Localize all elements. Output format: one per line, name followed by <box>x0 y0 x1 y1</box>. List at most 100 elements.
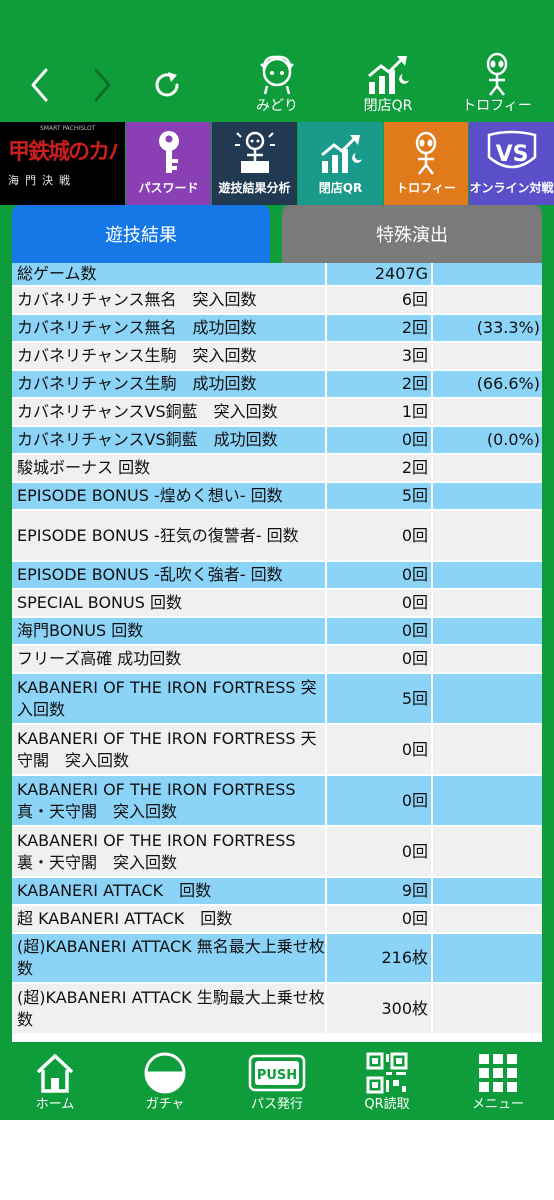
tile-trophy-label: トロフィー <box>396 181 456 195</box>
row-value: 0回 <box>327 427 433 453</box>
row-name: 超 KABANERI ATTACK 回数 <box>12 906 327 932</box>
nav-qr-read[interactable]: QR読取 <box>332 1050 442 1118</box>
tile-online-battle-label: オンライン対戦 <box>469 181 554 195</box>
gacha-ball-icon <box>144 1052 186 1094</box>
row-name: カバネリチャンス無名 突入回数 <box>12 287 327 313</box>
row-name: KABANERI OF THE IRON FORTRESS 突入回数 <box>12 674 327 723</box>
table-row: (超)KABANERI ATTACK 生駒最大上乗せ枚数 300枚 <box>12 984 542 1035</box>
row-extra: (66.6%) <box>433 371 542 397</box>
logo-tagline: SMART PACHISLOT <box>40 125 96 132</box>
tab-play-results[interactable]: 遊技結果 <box>12 205 270 263</box>
row-name: カバネリチャンス生駒 突入回数 <box>12 343 327 369</box>
back-button[interactable] <box>10 60 70 110</box>
table-row: EPISODE BONUS -乱吹く強者- 回数 0回 <box>12 562 542 590</box>
nav-home-label: ホーム <box>35 1097 75 1112</box>
trophy-figure-icon <box>415 131 437 175</box>
row-value: 3回 <box>327 343 433 369</box>
tile-trophy[interactable]: トロフィー <box>384 122 468 205</box>
chevron-right-icon <box>94 68 111 102</box>
table-row: カバネリチャンスVS銅藍 突入回数 1回 <box>12 399 542 427</box>
row-value: 300枚 <box>327 984 433 1033</box>
row-name: 総ゲーム数 <box>12 263 327 285</box>
table-row: フリーズ高確 成功回数 0回 <box>12 646 542 674</box>
table-row: EPISODE BONUS -煌めく想い- 回数 5回 <box>12 483 542 511</box>
menu-grid-icon <box>479 1054 517 1092</box>
nav-home[interactable]: ホーム <box>0 1050 110 1118</box>
row-name: KABANERI ATTACK 回数 <box>12 878 327 904</box>
nav-pass-issue[interactable]: PUSH パス発行 <box>222 1050 332 1118</box>
row-value: 2回 <box>327 315 433 341</box>
logo-title: 甲鉄城のカバネリ <box>8 139 118 165</box>
row-value: 2回 <box>327 371 433 397</box>
svg-text:VS: VS <box>495 142 528 167</box>
row-extra <box>433 263 542 285</box>
row-extra <box>433 906 542 932</box>
row-value: 0回 <box>327 827 433 876</box>
row-extra <box>433 287 542 313</box>
trophy-label: トロフィー <box>462 98 532 114</box>
row-value: 0回 <box>327 590 433 616</box>
tab-bar: 遊技結果 特殊演出 <box>0 205 554 263</box>
table-row: カバネリチャンスVS銅藍 成功回数 0回 (0.0%) <box>12 427 542 455</box>
row-value: 0回 <box>327 646 433 672</box>
row-name: EPISODE BONUS -煌めく想い- 回数 <box>12 483 327 509</box>
nav-qr-read-label: QR読取 <box>364 1097 410 1112</box>
table-row: 総ゲーム数 2407G <box>12 263 542 287</box>
row-extra: (0.0%) <box>433 427 542 453</box>
row-value: 1回 <box>327 399 433 425</box>
table-row: KABANERI OF THE IRON FORTRESS 真・天守閣 突入回数… <box>12 776 542 827</box>
nav-menu[interactable]: メニュー <box>443 1050 553 1118</box>
tab-special-effects[interactable]: 特殊演出 <box>282 205 542 263</box>
row-name: カバネリチャンス無名 成功回数 <box>12 315 327 341</box>
row-extra <box>433 674 542 723</box>
row-extra <box>433 399 542 425</box>
table-row: 海門BONUS 回数 0回 <box>12 618 542 646</box>
row-extra <box>433 590 542 616</box>
results-table[interactable]: 総ゲーム数 2407G カバネリチャンス無名 突入回数 6回 カバネリチャンス無… <box>12 263 542 1042</box>
nav-gacha-label: ガチャ <box>145 1097 185 1112</box>
table-row: KABANERI OF THE IRON FORTRESS 突入回数 5回 <box>12 674 542 725</box>
table-row: カバネリチャンス無名 成功回数 2回 (33.3%) <box>12 315 542 343</box>
row-extra <box>433 776 542 825</box>
row-name: SPECIAL BONUS 回数 <box>12 590 327 616</box>
row-extra: (33.3%) <box>433 315 542 341</box>
row-extra <box>433 618 542 644</box>
row-name: KABANERI OF THE IRON FORTRESS 天守閣 突入回数 <box>12 725 327 774</box>
tile-password[interactable]: パスワード <box>126 122 211 205</box>
table-row: EPISODE BONUS -狂気の復讐者- 回数 0回 <box>12 511 542 562</box>
row-value: 2407G <box>327 263 433 285</box>
character-icon <box>260 55 294 95</box>
row-name: 駿城ボーナス 回数 <box>12 455 327 481</box>
row-value: 9回 <box>327 878 433 904</box>
midori-label: みどり <box>256 98 298 114</box>
machine-logo[interactable]: SMART PACHISLOT 甲鉄城のカバネリ 海門決戦 <box>0 122 125 205</box>
reload-button[interactable] <box>137 60 197 110</box>
table-row: カバネリチャンス生駒 突入回数 3回 <box>12 343 542 371</box>
row-extra <box>433 646 542 672</box>
row-value: 5回 <box>327 483 433 509</box>
forward-button[interactable] <box>72 60 132 110</box>
row-extra <box>433 827 542 876</box>
nav-gacha[interactable]: ガチャ <box>110 1050 220 1118</box>
table-row: カバネリチャンス無名 突入回数 6回 <box>12 287 542 315</box>
table-row: カバネリチャンス生駒 成功回数 2回 (66.6%) <box>12 371 542 399</box>
row-name: フリーズ高確 成功回数 <box>12 646 327 672</box>
row-extra <box>433 455 542 481</box>
system-bar <box>0 1120 554 1200</box>
analysis-icon <box>234 131 275 173</box>
tile-online-battle[interactable]: VS オンライン対戦 <box>469 122 554 205</box>
row-name: (超)KABANERI ATTACK 生駒最大上乗せ枚数 <box>12 984 327 1033</box>
table-row: KABANERI OF THE IRON FORTRESS 天守閣 突入回数 0… <box>12 725 542 776</box>
trophy-button[interactable]: トロフィー <box>442 52 552 118</box>
tile-closing-qr[interactable]: 閉店QR <box>298 122 383 205</box>
logo-subtitle: 海門決戦 <box>8 174 76 187</box>
row-value: 5回 <box>327 674 433 723</box>
closing-qr-button[interactable]: 閉店QR <box>333 52 443 118</box>
row-extra <box>433 934 542 982</box>
tile-analysis[interactable]: 遊技結果分析 <box>212 122 297 205</box>
row-value: 2回 <box>327 455 433 481</box>
row-name: EPISODE BONUS -乱吹く強者- 回数 <box>12 562 327 588</box>
midori-button[interactable]: みどり <box>222 52 332 118</box>
row-value: 0回 <box>327 776 433 825</box>
row-name: (超)KABANERI ATTACK 無名最大上乗せ枚数 <box>12 934 327 982</box>
